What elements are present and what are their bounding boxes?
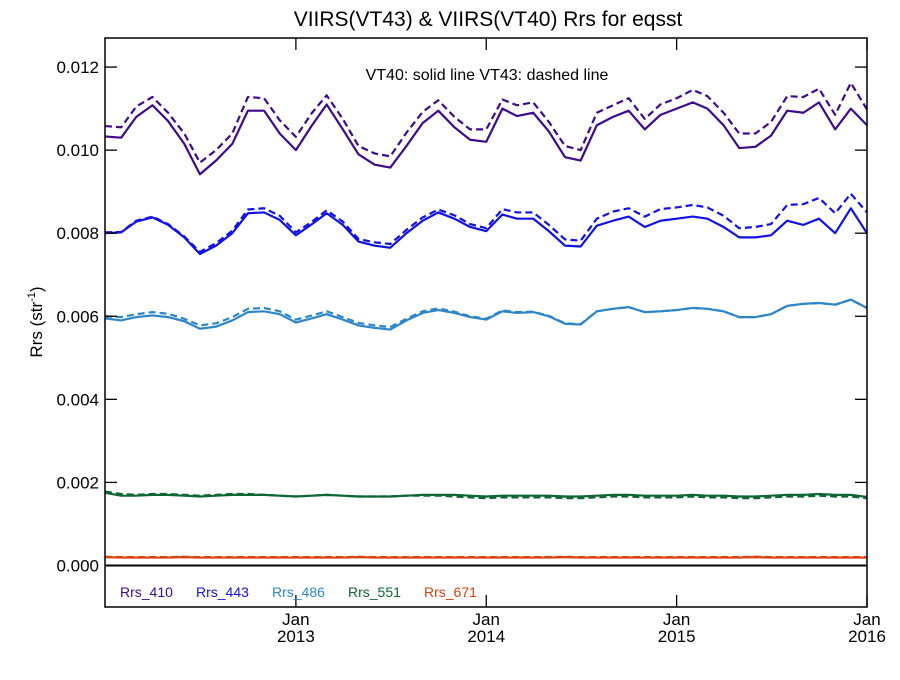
y-axis-label-superscript: -1: [26, 292, 38, 302]
series-line-rrs-443-vt40: [105, 208, 867, 254]
legend-item-rrs-551: Rrs_551: [348, 584, 401, 600]
y-tick-label: 0.000: [56, 556, 99, 575]
legend-item-rrs-443: Rrs_443: [196, 584, 249, 600]
series-line-rrs-486-vt43: [105, 300, 867, 327]
series-line-rrs-410-vt43: [105, 83, 867, 163]
legend-item-rrs-410: Rrs_410: [120, 584, 173, 600]
y-axis-label: Rrs (str-1): [26, 286, 46, 357]
x-tick-label-year: 2014: [467, 627, 505, 646]
x-tick-label-year: 2015: [658, 627, 696, 646]
y-tick-label: 0.010: [56, 141, 99, 160]
legend-item-rrs-486: Rrs_486: [272, 584, 325, 600]
legend: Rrs_410 Rrs_443 Rrs_486 Rrs_551 Rrs_671: [120, 584, 477, 600]
y-tick-label: 0.008: [56, 224, 99, 243]
y-axis-label-main: Rrs (str: [27, 302, 46, 358]
series-line-rrs-486-vt40: [105, 300, 867, 330]
y-tick-label: 0.012: [56, 58, 99, 77]
y-axis-label-close: ): [27, 286, 46, 292]
y-tick-label: 0.006: [56, 307, 99, 326]
plot-area: [105, 83, 867, 566]
series-line-rrs-410-vt40: [105, 102, 867, 174]
x-tick-label-year: 2016: [848, 627, 886, 646]
chart-title: VIIRS(VT43) & VIIRS(VT40) Rrs for eqsst: [294, 8, 683, 31]
y-tick-label: 0.004: [56, 390, 99, 409]
x-tick-label-year: 2013: [277, 627, 315, 646]
svg-text:Rrs (str-1): Rrs (str-1): [26, 286, 46, 357]
y-tick-label: 0.002: [56, 473, 99, 492]
legend-item-rrs-671: Rrs_671: [424, 584, 477, 600]
line-style-annotation: VT40: solid line VT43: dashed line: [366, 67, 609, 84]
plot-frame: [105, 38, 867, 607]
